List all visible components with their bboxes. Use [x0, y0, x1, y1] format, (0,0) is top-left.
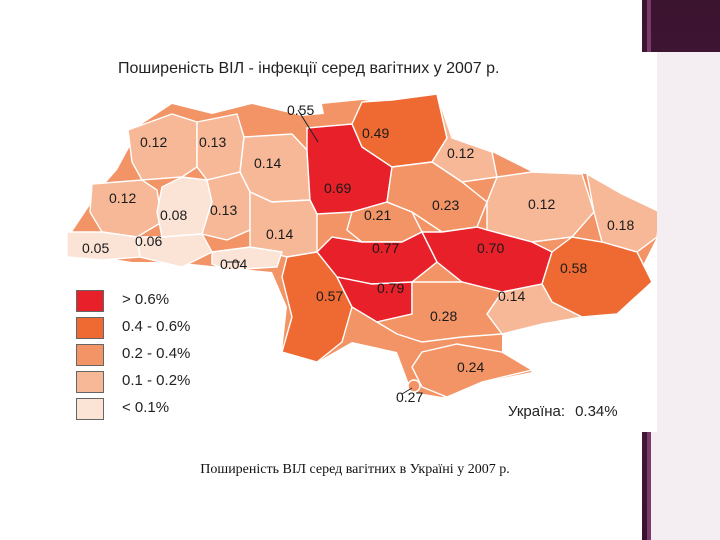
region-lviv [89, 179, 163, 238]
legend-swatch [76, 290, 104, 312]
slide-caption: Поширеність ВІЛ серед вагітних в Україні… [200, 462, 510, 477]
region-value-volyn: 0.12 [140, 134, 167, 150]
region-value-kherson: 0.28 [430, 308, 457, 324]
region-value-odesa: 0.57 [316, 288, 343, 304]
summary-value: 0.34% [575, 403, 618, 420]
map-figure: Поширеність ВІЛ - інфекції серед вагітни… [62, 52, 657, 432]
legend-label: 0.4 - 0.6% [122, 318, 191, 335]
region-value-luhansk: 0.18 [607, 217, 634, 233]
region-value-chernivtsi: 0.04 [220, 256, 247, 272]
region-value-vinnytsia: 0.14 [266, 226, 293, 242]
region-value-rivne: 0.13 [199, 134, 226, 150]
region-value-poltava: 0.23 [432, 197, 459, 213]
leader-line-sevastopol [401, 387, 413, 395]
region-value-zhytomyr: 0.14 [254, 155, 281, 171]
region-volyn [127, 113, 198, 181]
region-value-zaporizhzhia: 0.14 [498, 288, 525, 304]
region-donetsk [541, 236, 653, 318]
region-chernivtsi [211, 246, 283, 271]
legend-item: 0.2 - 0.4% [76, 344, 276, 366]
region-vinnytsia [249, 190, 318, 258]
region-value-mykolaiv: 0.79 [377, 280, 404, 296]
region-sumy [431, 93, 498, 183]
region-value-ivano-frankivsk: 0.06 [135, 233, 162, 249]
legend-label: 0.2 - 0.4% [122, 345, 191, 362]
legend-swatch [76, 317, 104, 339]
region-value-cherkasy: 0.21 [364, 207, 391, 223]
region-kherson [375, 281, 504, 343]
region-value-crimea: 0.24 [457, 359, 484, 375]
legend-swatch [76, 371, 104, 393]
region-value-kyiv-oblast: 0.69 [324, 180, 351, 196]
summary-label: Україна: [508, 403, 566, 420]
region-value-lviv: 0.12 [109, 190, 136, 206]
region-value-sumy: 0.12 [447, 145, 474, 161]
region-khmelnytskyi [201, 171, 251, 241]
legend-item: < 0.1% [76, 398, 276, 420]
region-value-ternopil: 0.08 [160, 207, 187, 223]
ukraine-map: 0.12 0.13 0.14 0.55 0.69 0.49 0.12 0.12 … [66, 93, 657, 405]
legend-item: 0.1 - 0.2% [76, 371, 276, 393]
region-value-chernihiv: 0.49 [362, 125, 389, 141]
country-summary: Україна: 0.34% [508, 403, 618, 420]
region-value-kyiv-city: 0.55 [287, 102, 314, 118]
legend-label: < 0.1% [122, 399, 170, 416]
region-luhansk [586, 172, 657, 253]
legend-label: 0.1 - 0.2% [122, 372, 191, 389]
region-value-donetsk: 0.58 [560, 260, 587, 276]
region-crimea [411, 343, 534, 398]
region-value-khmelnytskyi: 0.13 [210, 202, 237, 218]
region-value-kharkiv: 0.12 [528, 196, 555, 212]
region-value-sevastopol: 0.27 [396, 389, 423, 405]
region-value-zakarpattia: 0.05 [82, 240, 109, 256]
slide-frame-light [651, 52, 720, 540]
region-value-kirovohrad: 0.77 [372, 240, 399, 256]
legend-swatch [76, 398, 104, 420]
legend-item: > 0.6% [76, 290, 276, 312]
legend-label: > 0.6% [122, 291, 170, 308]
map-title: Поширеність ВІЛ - інфекції серед вагітни… [118, 60, 500, 77]
legend-swatch [76, 344, 104, 366]
region-value-dnipropetrovsk: 0.70 [477, 240, 504, 256]
region-odesa [281, 251, 353, 363]
leader-line-kyiv [297, 109, 319, 143]
legend-item: 0.4 - 0.6% [76, 317, 276, 339]
